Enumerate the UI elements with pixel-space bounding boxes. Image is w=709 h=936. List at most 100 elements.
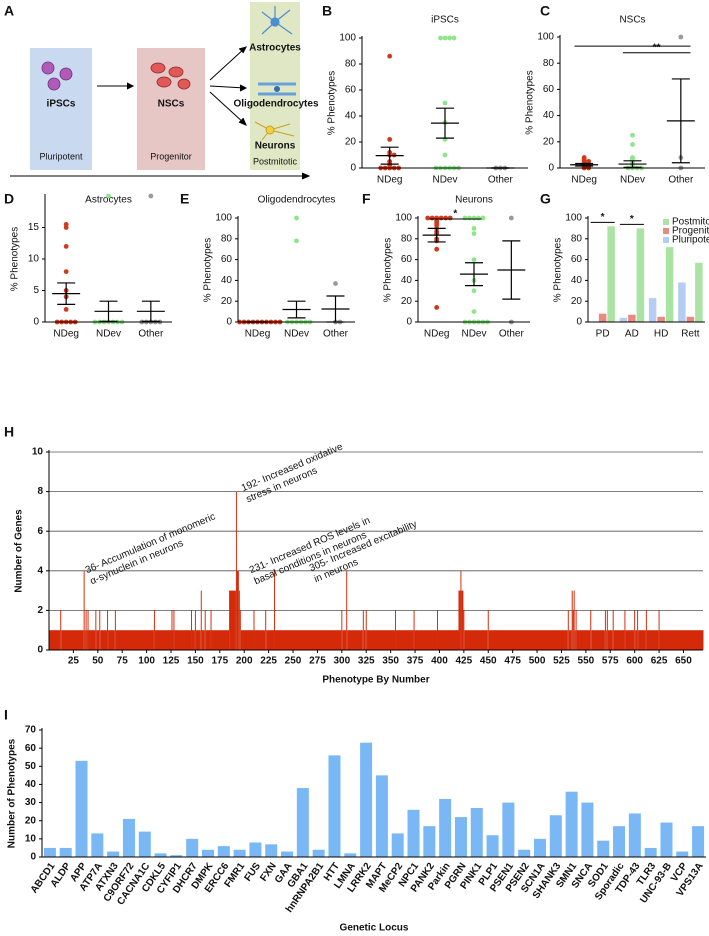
bar — [576, 630, 591, 650]
stage-box — [250, 2, 300, 170]
bar — [458, 590, 461, 650]
bar — [114, 610, 116, 650]
data-point — [442, 100, 448, 106]
y-tick-label: 60 — [401, 254, 413, 265]
bar — [607, 630, 613, 650]
y-tick-label: 100 — [395, 213, 412, 224]
bar — [253, 610, 255, 650]
x-tick-label: 325 — [358, 656, 375, 667]
x-tick-label: AD — [625, 329, 639, 340]
data-point — [434, 305, 440, 310]
data-point — [678, 34, 684, 40]
data-point — [630, 132, 635, 138]
bar — [571, 590, 573, 650]
bar — [590, 610, 592, 650]
bar — [461, 590, 464, 650]
bar — [154, 630, 172, 650]
bar — [464, 630, 488, 650]
data-point — [630, 156, 635, 162]
x-tick-label: NDeg — [53, 329, 79, 340]
bar — [346, 570, 348, 650]
bar — [229, 590, 236, 650]
x-tick-label: 475 — [504, 656, 521, 667]
data-point — [434, 246, 440, 252]
bar — [312, 849, 325, 857]
x-tick-label: NDeg — [571, 175, 597, 186]
data-point — [63, 307, 69, 312]
y-axis-label: % Phenotypes — [553, 238, 564, 303]
y-tick-label: 40 — [25, 779, 37, 790]
y-tick-label: 20 — [543, 136, 555, 147]
bar — [254, 630, 266, 650]
bar — [210, 610, 212, 650]
bar — [628, 813, 641, 857]
x-tick-label: 600 — [626, 656, 643, 667]
bar — [153, 610, 155, 650]
y-axis-label: % Phenotypes — [383, 238, 394, 303]
y-axis-label: % Phenotypes — [203, 238, 214, 303]
y-axis-label: % Phenotypes — [327, 71, 338, 136]
bar — [122, 818, 135, 857]
bar — [637, 610, 639, 650]
y-tick-label: 60 — [543, 84, 555, 95]
bar — [414, 630, 438, 650]
bar — [423, 826, 436, 857]
stage-label: Progenitor — [150, 151, 192, 161]
x-tick-label: Other — [668, 175, 694, 186]
y-tick-label: 6 — [37, 526, 43, 537]
x-tick-label: 200 — [236, 656, 253, 667]
data-point — [447, 215, 453, 221]
stage-box — [30, 48, 92, 170]
bar — [362, 610, 364, 650]
y-tick-label: 0 — [33, 317, 39, 328]
bar — [363, 630, 366, 650]
x-tick-label: 500 — [529, 656, 546, 667]
bar — [604, 610, 606, 650]
y-tick-label: 60 — [345, 85, 357, 96]
data-point — [471, 288, 477, 294]
bar — [568, 630, 572, 650]
x-tick-label: Other — [499, 329, 525, 340]
bar — [194, 610, 196, 650]
bar — [240, 630, 254, 650]
bar — [138, 831, 151, 857]
x-tick-label: NDev — [461, 329, 486, 340]
x-tick-label: 525 — [553, 656, 570, 667]
y-tick-label: 15 — [28, 222, 40, 233]
x-tick-label: FUS — [243, 861, 264, 884]
astrocyte-icon — [261, 6, 293, 35]
bar — [439, 798, 452, 857]
stage-name: NSCs — [158, 99, 185, 110]
x-tick-label: NDev — [96, 329, 121, 340]
bar — [107, 851, 120, 857]
x-tick-label: NDeg — [424, 329, 450, 340]
bar — [644, 847, 657, 857]
bar — [502, 802, 515, 857]
y-axis-label: Number of Phenotypes — [7, 738, 18, 848]
neuron-icon — [254, 121, 295, 141]
bar — [186, 838, 199, 857]
y-tick-label: 80 — [345, 59, 357, 70]
bar — [581, 802, 594, 857]
y-axis-label: % Phenotypes — [525, 70, 536, 135]
data-point — [387, 53, 393, 59]
ipsc-cells — [41, 61, 73, 91]
bar — [366, 630, 396, 650]
x-tick-label: Other — [488, 175, 514, 186]
y-tick-label: 60 — [571, 254, 583, 265]
bar — [85, 610, 87, 650]
bar — [344, 853, 357, 857]
bar — [91, 833, 104, 857]
bar — [201, 849, 215, 857]
bar — [83, 570, 85, 650]
bar — [695, 262, 703, 322]
bar — [575, 610, 577, 650]
bar — [665, 247, 674, 322]
x-axis-label: Phenotype By Number — [322, 675, 429, 686]
x-tick-label: 25 — [68, 656, 80, 667]
bar — [437, 610, 438, 650]
data-point — [508, 215, 514, 221]
chart-title: NSCs — [619, 15, 645, 26]
bar — [233, 849, 246, 857]
bar — [88, 630, 96, 650]
